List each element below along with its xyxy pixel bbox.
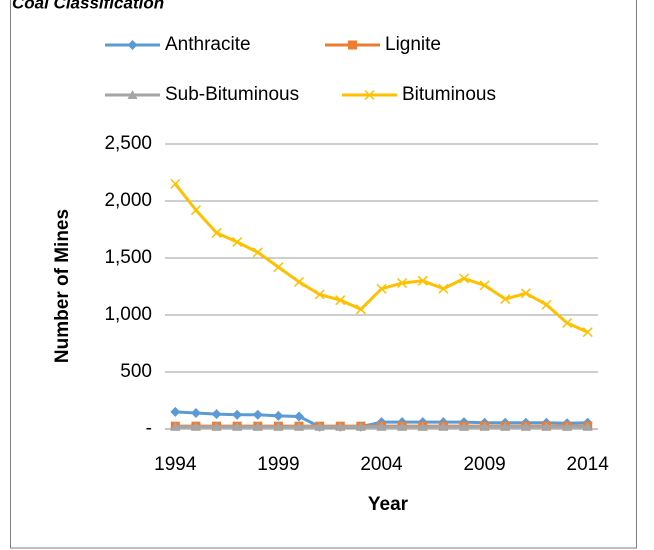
- marker: [252, 247, 263, 258]
- y-tick-label: 2,500: [104, 133, 152, 154]
- marker: [397, 278, 408, 289]
- marker: [541, 299, 552, 310]
- marker: [314, 289, 325, 300]
- x-tick-label: 1999: [257, 454, 299, 475]
- chart-title: Coal Classification: [12, 0, 164, 12]
- marker: [562, 317, 573, 329]
- marker: [355, 421, 366, 431]
- marker: [190, 421, 201, 431]
- marker: [417, 275, 428, 286]
- y-tick-label: 1,500: [104, 247, 152, 268]
- marker: [273, 421, 284, 431]
- marker: [232, 237, 243, 248]
- chart-frame: [10, 0, 637, 549]
- marker: [417, 421, 428, 431]
- marker: [479, 421, 490, 431]
- y-tick-label: 2,000: [104, 190, 152, 211]
- marker: [335, 295, 346, 306]
- marker: [252, 421, 263, 431]
- y-tick-label: 1,000: [104, 304, 152, 325]
- y-axis-title: Number of Mines: [52, 209, 73, 363]
- marker: [190, 205, 201, 216]
- marker: [335, 421, 346, 431]
- marker: [293, 276, 305, 287]
- marker: [273, 410, 284, 421]
- marker: [127, 90, 138, 99]
- marker: [348, 40, 357, 50]
- marker: [314, 421, 325, 431]
- marker: [211, 409, 222, 420]
- marker: [438, 283, 449, 294]
- marker: [520, 288, 531, 299]
- marker: [500, 294, 511, 305]
- marker: [211, 421, 222, 431]
- marker: [232, 409, 243, 420]
- marker: [458, 421, 469, 431]
- marker: [500, 421, 511, 431]
- marker: [458, 273, 470, 284]
- legend-label: Anthracite: [165, 34, 251, 55]
- marker: [562, 421, 573, 431]
- x-axis-title: Year: [368, 494, 409, 515]
- marker: [438, 421, 449, 431]
- marker: [397, 421, 408, 431]
- x-tick-label: 2004: [360, 454, 403, 475]
- marker: [211, 227, 222, 238]
- y-tick-label: -: [146, 418, 152, 439]
- marker: [252, 409, 263, 420]
- marker: [170, 178, 181, 189]
- marker: [273, 262, 284, 273]
- marker: [232, 421, 243, 431]
- marker: [582, 421, 593, 431]
- marker: [364, 89, 375, 101]
- marker: [190, 408, 201, 419]
- marker: [520, 421, 531, 431]
- y-tick-label: 500: [120, 361, 152, 382]
- marker: [541, 421, 552, 431]
- marker: [294, 421, 305, 431]
- x-tick-label: 1994: [154, 454, 197, 475]
- marker: [376, 421, 387, 431]
- marker: [582, 327, 593, 338]
- marker: [294, 411, 305, 422]
- x-tick-label: 2009: [463, 454, 505, 475]
- marker: [127, 40, 138, 50]
- marker: [355, 304, 366, 315]
- marker: [376, 283, 387, 294]
- marker: [170, 421, 181, 431]
- x-tick-label: 2014: [567, 454, 610, 475]
- legend-label: Bituminous: [402, 84, 496, 105]
- legend-label: Sub-Bituminous: [165, 84, 299, 105]
- legend-label: Lignite: [385, 34, 441, 55]
- marker: [479, 280, 490, 291]
- marker: [170, 406, 181, 417]
